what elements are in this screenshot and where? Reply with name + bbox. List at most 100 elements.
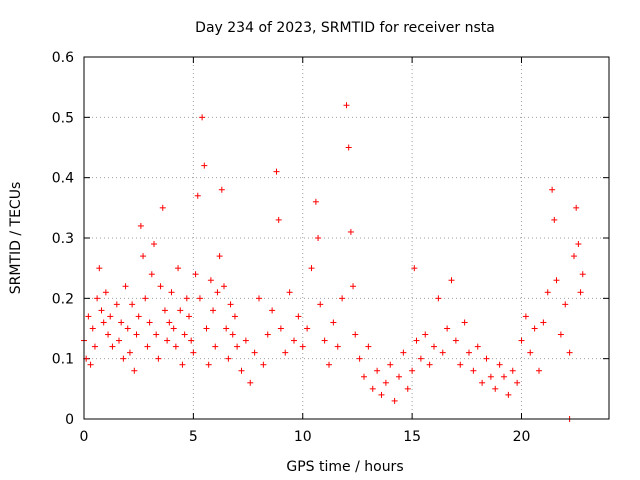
data-point xyxy=(505,391,512,398)
data-point xyxy=(203,325,210,332)
data-point xyxy=(411,265,418,272)
x-tick-label: 0 xyxy=(80,429,89,445)
y-tick-label: 0.4 xyxy=(52,171,74,187)
data-point xyxy=(531,325,538,332)
data-point xyxy=(135,313,142,320)
data-point xyxy=(177,307,184,314)
data-point xyxy=(133,331,140,338)
data-point xyxy=(514,379,521,386)
data-point xyxy=(85,313,92,320)
data-point xyxy=(304,325,311,332)
data-point xyxy=(461,319,468,326)
data-point xyxy=(207,277,214,284)
data-point xyxy=(509,367,516,374)
data-point xyxy=(183,295,190,302)
data-point xyxy=(126,349,133,356)
data-point xyxy=(164,337,171,344)
data-point xyxy=(231,313,238,320)
data-point xyxy=(161,307,168,314)
data-point xyxy=(116,337,122,344)
data-point xyxy=(551,216,558,223)
data-point xyxy=(229,331,236,338)
data-point xyxy=(571,253,577,260)
x-tick-label: 5 xyxy=(189,429,198,445)
data-point xyxy=(444,325,451,332)
data-point xyxy=(234,343,241,350)
data-point xyxy=(264,331,271,338)
data-point xyxy=(192,271,199,278)
data-point xyxy=(299,343,306,350)
data-points xyxy=(81,102,586,422)
data-point xyxy=(566,349,573,356)
data-point xyxy=(291,337,297,344)
data-point xyxy=(205,361,212,368)
data-point xyxy=(540,319,547,326)
x-axis-label: GPS time / hours xyxy=(286,459,403,475)
data-point xyxy=(557,331,564,338)
data-point xyxy=(479,379,486,386)
data-point xyxy=(330,319,337,326)
data-point xyxy=(190,349,197,356)
data-point xyxy=(387,361,394,368)
data-point xyxy=(575,241,582,248)
data-point xyxy=(153,331,160,338)
data-point xyxy=(120,355,127,362)
data-point xyxy=(166,319,173,326)
data-point xyxy=(409,367,416,374)
data-point xyxy=(251,349,258,356)
data-point xyxy=(483,355,490,362)
data-point xyxy=(179,361,186,368)
data-point xyxy=(496,361,503,368)
data-point xyxy=(109,343,116,350)
data-point xyxy=(142,295,149,302)
data-point xyxy=(365,343,372,350)
data-point xyxy=(435,295,442,302)
data-point xyxy=(334,343,341,350)
data-point xyxy=(269,307,276,314)
data-point xyxy=(175,265,182,272)
data-point xyxy=(457,361,464,368)
data-point xyxy=(181,331,188,338)
data-point xyxy=(312,198,319,205)
plot-frame xyxy=(83,56,610,420)
y-tick-label: 0.1 xyxy=(52,352,74,368)
data-point xyxy=(146,319,153,326)
data-point xyxy=(400,349,407,356)
data-point xyxy=(549,186,556,193)
data-point xyxy=(148,271,155,278)
y-axis-label: SRMTID / TECUs xyxy=(8,182,24,295)
data-point xyxy=(369,385,376,392)
x-tick-label: 20 xyxy=(513,429,531,445)
y-tick-label: 0.2 xyxy=(52,291,74,307)
data-point xyxy=(247,379,254,386)
data-point xyxy=(308,265,315,272)
data-point xyxy=(188,337,195,344)
data-point xyxy=(382,379,389,386)
data-point xyxy=(100,319,107,326)
data-point xyxy=(374,367,381,374)
data-point xyxy=(129,301,136,308)
data-point xyxy=(474,343,481,350)
data-point xyxy=(113,301,120,308)
data-point xyxy=(159,204,166,211)
data-point xyxy=(218,186,225,193)
axis-ticks: 0 0.1 0.2 0.3 0.4 0.5 0.6 0 5 10 15 20 xyxy=(52,50,609,445)
data-point xyxy=(105,331,112,338)
data-point xyxy=(343,102,350,109)
data-point xyxy=(140,253,147,260)
data-point xyxy=(522,313,529,320)
data-point xyxy=(256,295,262,302)
data-point xyxy=(553,277,560,284)
data-point xyxy=(137,222,144,229)
data-point xyxy=(155,355,162,362)
data-point xyxy=(396,373,402,380)
data-point xyxy=(536,367,542,374)
data-point xyxy=(214,289,221,296)
data-point xyxy=(352,331,359,338)
data-point xyxy=(404,385,411,392)
data-point xyxy=(124,325,131,332)
data-point xyxy=(339,295,346,302)
data-point xyxy=(273,168,280,175)
data-point xyxy=(448,277,455,284)
data-point xyxy=(361,373,367,380)
